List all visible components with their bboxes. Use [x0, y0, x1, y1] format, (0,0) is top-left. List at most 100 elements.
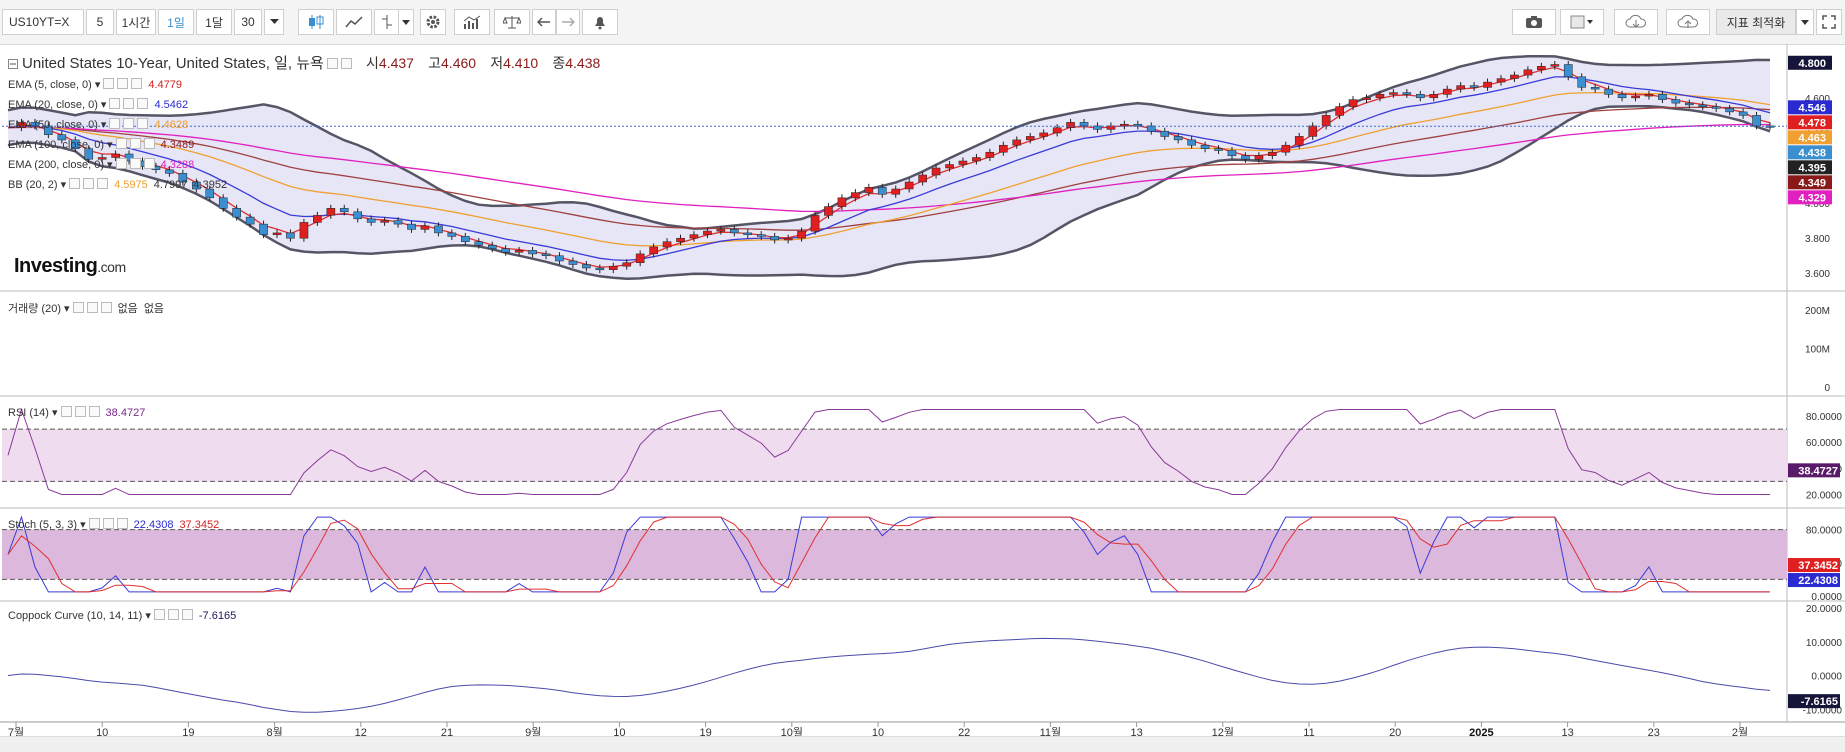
candle-body	[1429, 94, 1439, 99]
close-icon[interactable]	[88, 406, 100, 417]
candle-body	[299, 222, 309, 239]
optimize-indicators-button[interactable]: 지표 최적화	[1716, 9, 1796, 35]
settings-icon[interactable]	[115, 138, 127, 149]
candle-body	[124, 153, 134, 162]
candle-body	[1120, 123, 1129, 127]
visibility-icon[interactable]	[102, 518, 114, 529]
settings-icon[interactable]	[109, 118, 121, 129]
close-icon[interactable]	[143, 138, 155, 149]
chart-area[interactable]: 4.8004.6004.4004.2004.0003.8003.6004.800…	[0, 44, 1845, 736]
close-icon[interactable]	[131, 78, 143, 89]
close-icon[interactable]	[97, 178, 109, 189]
candle-body	[1604, 88, 1613, 95]
indicators-button[interactable]	[454, 9, 490, 35]
visibility-icon[interactable]	[123, 98, 135, 109]
price-badge-label: 4.329	[1798, 192, 1826, 204]
x-tick-label: 19	[182, 727, 194, 736]
settings-icon[interactable]	[72, 302, 84, 313]
indicator-ema20[interactable]: EMA (20, close, 0) ▾ 4.5462	[8, 98, 189, 111]
gear-icon	[426, 15, 440, 29]
candle-body	[70, 139, 80, 149]
draw-tool-button[interactable]	[374, 9, 400, 35]
candle-body	[1039, 132, 1048, 137]
symbol-text: US10YT=X	[9, 15, 70, 29]
stoch-d-line	[7, 516, 1770, 593]
indicator-value: -7.6165	[198, 610, 237, 622]
collapse-icon[interactable]	[8, 59, 18, 69]
undo-button[interactable]	[532, 9, 556, 35]
visibility-icon[interactable]	[86, 302, 98, 313]
chart-type-dropdown[interactable]	[398, 9, 414, 35]
visibility-icon[interactable]	[83, 178, 95, 189]
visibility-icon[interactable]	[129, 158, 141, 169]
screenshot-button[interactable]	[1512, 9, 1556, 35]
visibility-icon[interactable]	[74, 406, 86, 417]
indicator-ema50[interactable]: EMA (50, close, 0) ▾ 4.4628	[8, 118, 189, 131]
interval-1h[interactable]: 1시간	[116, 9, 156, 35]
indicator-ema5[interactable]: EMA (5, close, 0) ▾ 4.4779	[8, 78, 182, 91]
price-badge-label: 4.349	[1798, 177, 1826, 189]
settings-icon[interactable]	[326, 58, 338, 69]
visibility-icon[interactable]	[129, 138, 141, 149]
indicator-coppock[interactable]: Coppock Curve (10, 14, 11) ▾ -7.6165	[8, 609, 237, 622]
settings-icon[interactable]	[69, 178, 81, 189]
fullscreen-button[interactable]	[1816, 9, 1842, 35]
optimize-dropdown[interactable]	[1796, 9, 1814, 35]
visibility-icon[interactable]	[117, 78, 129, 89]
candle-body	[1577, 76, 1587, 88]
settings-icon[interactable]	[115, 158, 127, 169]
candle-type-button[interactable]	[298, 9, 334, 35]
indicator-stoch[interactable]: Stoch (5, 3, 3) ▾ 22.4308 37.3452	[8, 518, 220, 531]
close-icon[interactable]	[181, 609, 193, 620]
candle-body	[474, 241, 484, 246]
interval-dropdown[interactable]	[264, 9, 284, 35]
interval-30[interactable]: 30	[234, 9, 262, 35]
settings-button[interactable]	[420, 9, 446, 35]
candle-body	[1321, 115, 1331, 127]
candle-body	[1456, 85, 1465, 90]
cloud-upload-button[interactable]	[1666, 9, 1710, 35]
ohlc-low-value: 4.410	[503, 55, 539, 71]
interval-1m[interactable]: 1달	[196, 9, 232, 35]
close-icon[interactable]	[137, 118, 149, 129]
candle-body	[178, 173, 188, 183]
interval-1d[interactable]: 1일	[158, 9, 194, 35]
symbol-input[interactable]: US10YT=X	[2, 9, 84, 35]
indicator-ema200[interactable]: EMA (200, close, 0) ▾ 4.3288	[8, 158, 195, 171]
indicator-volume[interactable]: 거래량 (20) ▾ 없음 없음	[8, 302, 165, 315]
indicator-value: 없음	[143, 303, 165, 315]
redo-button[interactable]	[556, 9, 580, 35]
compare-button[interactable]	[494, 9, 530, 35]
volume-y-tick: 200M	[1805, 306, 1830, 317]
x-tick-label: 19	[699, 727, 711, 736]
x-tick-label: 21	[441, 727, 453, 736]
x-tick-label: 10	[872, 727, 884, 736]
cloud-download-button[interactable]	[1614, 9, 1658, 35]
price-badge-label: 4.463	[1798, 132, 1826, 144]
settings-icon[interactable]	[88, 518, 100, 529]
indicator-bb[interactable]: BB (20, 2) ▾ 4.5975 4.7997 4.3952	[8, 178, 228, 191]
settings-icon[interactable]	[109, 98, 121, 109]
visibility-icon[interactable]	[167, 609, 179, 620]
line-chart-button[interactable]	[336, 9, 372, 35]
visibility-icon[interactable]	[340, 58, 352, 69]
alert-button[interactable]	[582, 9, 618, 35]
close-icon[interactable]	[116, 518, 128, 529]
footer-bar	[0, 736, 1845, 752]
candle-body	[1469, 85, 1479, 88]
indicator-ema100[interactable]: EMA (100, close, 0) ▾ 4.3489	[8, 138, 195, 151]
close-icon[interactable]	[137, 98, 149, 109]
settings-icon[interactable]	[103, 78, 115, 89]
visibility-icon[interactable]	[123, 118, 135, 129]
candle-body	[756, 234, 766, 237]
settings-icon[interactable]	[60, 406, 72, 417]
indicator-rsi[interactable]: RSI (14) ▾ 38.4727	[8, 406, 146, 419]
close-icon[interactable]	[100, 302, 112, 313]
interval-5[interactable]: 5	[86, 9, 114, 35]
candle-body	[407, 223, 416, 230]
indicator-label: EMA (100, close, 0)	[8, 139, 104, 151]
close-icon[interactable]	[143, 158, 155, 169]
candle-body	[1241, 155, 1250, 160]
theme-button[interactable]	[1560, 9, 1604, 35]
settings-icon[interactable]	[153, 609, 165, 620]
